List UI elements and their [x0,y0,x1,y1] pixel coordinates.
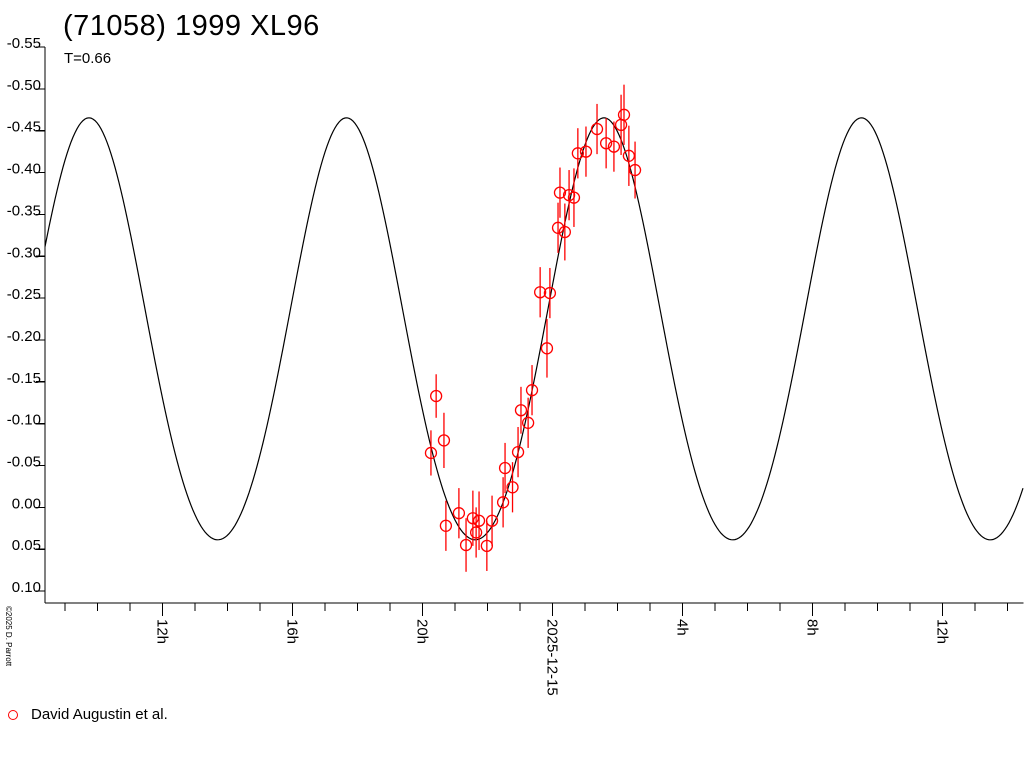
data-point [452,507,466,520]
y-tick-label: 0.05 [12,537,41,554]
data-point [469,526,483,539]
data-point [466,512,480,525]
y-tick-label: -0.25 [7,286,41,303]
data-point [459,538,473,552]
x-tick-label: 2025-12-15 [543,619,560,696]
y-tick-label: -0.55 [7,35,41,52]
y-tick-label: -0.45 [7,119,41,136]
data-point [590,122,604,136]
x-tick-label: 8h [803,619,820,636]
model-lightcurve [44,117,1024,541]
y-tick-label: -0.20 [7,328,41,345]
data-point [485,514,499,527]
x-tick-label: 16h [283,619,300,644]
series-marker-icon [8,709,18,720]
x-tick-label: 12h [153,619,170,644]
data-point [472,514,486,527]
data-point [511,445,525,459]
data-point [551,221,565,234]
data-point [553,186,567,199]
x-tick-label: 4h [673,619,690,636]
data-point [534,286,547,299]
y-tick-label: 0.00 [12,495,41,512]
y-tick-label: -0.10 [7,412,41,429]
data-point [521,416,535,429]
data-point [540,342,554,355]
data-point [498,461,512,475]
data-point [514,404,528,417]
data-point [571,147,584,160]
data-point [617,108,631,121]
data-point [525,384,539,397]
data-point [543,286,557,300]
data-point [496,496,510,509]
data-point [579,145,593,158]
y-tick-label: -0.40 [7,161,41,178]
x-tick-label: 12h [933,619,950,644]
y-tick-label: -0.50 [7,77,41,94]
x-tick-label: 20h [413,619,430,644]
data-point [439,519,453,532]
y-tick-label: 0.10 [12,579,41,596]
legend-series-label: David Augustin et al. [31,706,168,723]
legend: David Augustin et al. [8,706,168,723]
data-point [599,137,613,150]
chart-subtitle: T=0.66 [64,50,112,67]
chart-title: (71058) 1999 XL96 [63,10,320,42]
data-point [506,481,519,494]
y-tick-label: -0.35 [7,202,41,219]
data-point [437,434,451,447]
data-point [429,389,443,403]
data-point [558,225,571,239]
data-point [424,446,438,460]
data-point [567,191,581,204]
data-point [628,163,642,177]
data-point [607,140,621,153]
copyright-watermark: ©2025 D. Parrott [4,606,13,667]
data-point [622,149,636,162]
y-tick-label: -0.30 [7,244,41,261]
y-tick-label: -0.05 [7,454,41,471]
y-tick-label: -0.15 [7,370,41,387]
